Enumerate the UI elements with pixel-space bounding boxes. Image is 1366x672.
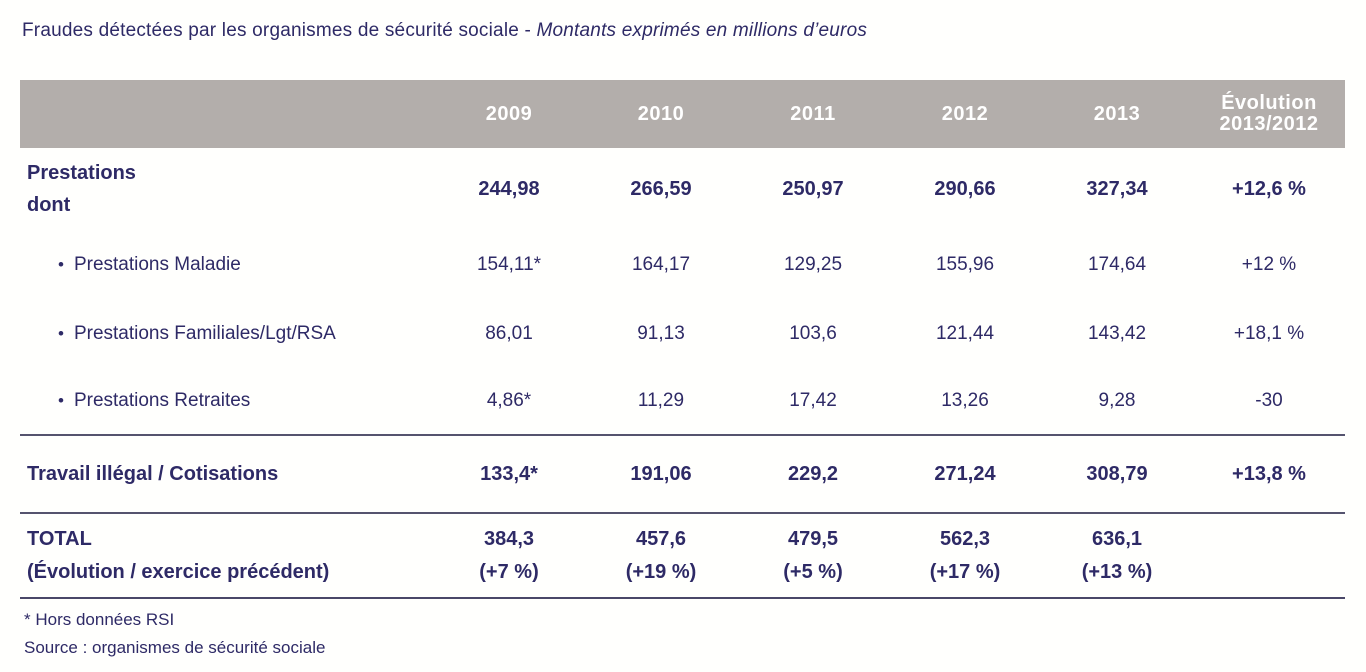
header-evolution-line2: 2013/2012 bbox=[1219, 113, 1319, 135]
travail-2009: 133,4* bbox=[480, 462, 538, 485]
total-2012-value: 562,3 bbox=[939, 527, 991, 550]
row-label-familiales-text: Prestations Familiales/Lgt/RSA bbox=[73, 323, 336, 344]
row-label-retraites-text: Prestations Retraites bbox=[73, 390, 251, 411]
row-label-maladie: • Prestations Maladie bbox=[20, 254, 433, 276]
maladie-2012: 155,96 bbox=[935, 254, 995, 275]
total-2009-evolution: (+7 %) bbox=[479, 560, 539, 583]
title-main: Fraudes détectées par les organismes de … bbox=[22, 20, 537, 41]
retraites-2010: 11,29 bbox=[637, 390, 685, 411]
footnotes: * Hors données RSI Source : organismes d… bbox=[24, 606, 325, 662]
bullet-icon: • bbox=[58, 255, 64, 274]
table-row-prestations: Prestations dont 244,98 266,59 250,97 29… bbox=[20, 148, 1345, 230]
header-evolution: Évolution 2013/2012 bbox=[1193, 93, 1345, 135]
table-header-row: 2009 2010 2011 2012 2013 Évolution 2013/… bbox=[20, 80, 1345, 148]
table-row-retraites: • Prestations Retraites 4,86* 11,29 17,4… bbox=[20, 368, 1345, 436]
table-row-maladie: • Prestations Maladie 154,11* 164,17 129… bbox=[20, 230, 1345, 300]
row-label-maladie-text: Prestations Maladie bbox=[73, 254, 241, 275]
familiales-2013: 143,42 bbox=[1087, 323, 1147, 344]
retraites-evolution: -30 bbox=[1255, 390, 1283, 411]
table-row-total: TOTAL (Évolution / exercice précédent) 3… bbox=[20, 514, 1345, 599]
total-2009: 384,3 (+7 %) bbox=[433, 523, 585, 589]
fraud-table: 2009 2010 2011 2012 2013 Évolution 2013/… bbox=[20, 80, 1345, 599]
row-label-prestations: Prestations dont bbox=[20, 157, 433, 221]
travail-2013: 308,79 bbox=[1086, 462, 1148, 485]
maladie-2011: 129,25 bbox=[783, 254, 843, 275]
prestations-2011: 250,97 bbox=[782, 177, 844, 200]
retraites-2012: 13,26 bbox=[941, 390, 989, 411]
total-2009-value: 384,3 bbox=[483, 527, 535, 550]
total-2013: 636,1 (+13 %) bbox=[1041, 523, 1193, 589]
table-row-travail: Travail illégal / Cotisations 133,4* 191… bbox=[20, 436, 1345, 514]
table-row-familiales: • Prestations Familiales/Lgt/RSA 86,01 9… bbox=[20, 300, 1345, 368]
maladie-2009: 154,11* bbox=[476, 254, 542, 275]
header-year-2010: 2010 bbox=[637, 102, 685, 125]
total-2011: 479,5 (+5 %) bbox=[737, 523, 889, 589]
familiales-2009: 86,01 bbox=[485, 323, 533, 344]
maladie-2013: 174,64 bbox=[1087, 254, 1147, 275]
total-2010: 457,6 (+19 %) bbox=[585, 523, 737, 589]
prestations-2010: 266,59 bbox=[630, 177, 692, 200]
familiales-2011: 103,6 bbox=[789, 323, 837, 344]
header-year-2013: 2013 bbox=[1093, 102, 1141, 125]
maladie-2010: 164,17 bbox=[631, 254, 691, 275]
header-year-2012: 2012 bbox=[941, 102, 989, 125]
header-evolution-line1: Évolution bbox=[1221, 92, 1317, 114]
row-label-familiales: • Prestations Familiales/Lgt/RSA bbox=[20, 323, 433, 345]
total-2013-value: 636,1 bbox=[1091, 527, 1143, 550]
familiales-evolution: +18,1 % bbox=[1233, 323, 1305, 344]
row-label-prestations-line1: Prestations bbox=[27, 162, 136, 184]
prestations-evolution: +12,6 % bbox=[1232, 177, 1306, 200]
bullet-icon: • bbox=[58, 391, 64, 410]
footnote-source: Source : organismes de sécurité sociale bbox=[24, 638, 326, 657]
bullet-icon: • bbox=[58, 324, 64, 343]
row-label-travail: Travail illégal / Cotisations bbox=[27, 462, 279, 485]
travail-2011: 229,2 bbox=[787, 462, 839, 485]
header-year-2011: 2011 bbox=[790, 102, 836, 125]
retraites-2009: 4,86* bbox=[486, 390, 532, 411]
total-2012-evolution: (+17 %) bbox=[929, 560, 1001, 583]
maladie-evolution: +12 % bbox=[1241, 254, 1297, 275]
familiales-2012: 121,44 bbox=[935, 323, 995, 344]
travail-2010: 191,06 bbox=[630, 462, 692, 485]
page-title: Fraudes détectées par les organismes de … bbox=[22, 20, 867, 42]
row-label-total: TOTAL (Évolution / exercice précédent) bbox=[20, 523, 433, 589]
total-2010-evolution: (+19 %) bbox=[625, 560, 697, 583]
total-2013-evolution: (+13 %) bbox=[1081, 560, 1153, 583]
travail-evolution: +13,8 % bbox=[1232, 462, 1306, 485]
retraites-2013: 9,28 bbox=[1098, 390, 1136, 411]
familiales-2010: 91,13 bbox=[637, 323, 685, 344]
total-2010-value: 457,6 bbox=[635, 527, 687, 550]
header-year-2009: 2009 bbox=[485, 102, 533, 125]
row-label-total-line2: (Évolution / exercice précédent) bbox=[27, 560, 330, 583]
footnote-asterisk: * Hors données RSI bbox=[24, 610, 175, 629]
total-2012: 562,3 (+17 %) bbox=[889, 523, 1041, 589]
title-subtitle: Montants exprimés en millions d’euros bbox=[536, 20, 868, 41]
prestations-2013: 327,34 bbox=[1086, 177, 1148, 200]
retraites-2011: 17,42 bbox=[789, 390, 837, 411]
total-2011-evolution: (+5 %) bbox=[783, 560, 843, 583]
row-label-retraites: • Prestations Retraites bbox=[20, 390, 433, 412]
total-2011-value: 479,5 bbox=[787, 527, 839, 550]
row-label-total-line1: TOTAL bbox=[27, 527, 92, 550]
prestations-2009: 244,98 bbox=[478, 177, 540, 200]
row-label-prestations-line2: dont bbox=[27, 194, 71, 216]
travail-2012: 271,24 bbox=[934, 462, 996, 485]
prestations-2012: 290,66 bbox=[934, 177, 996, 200]
